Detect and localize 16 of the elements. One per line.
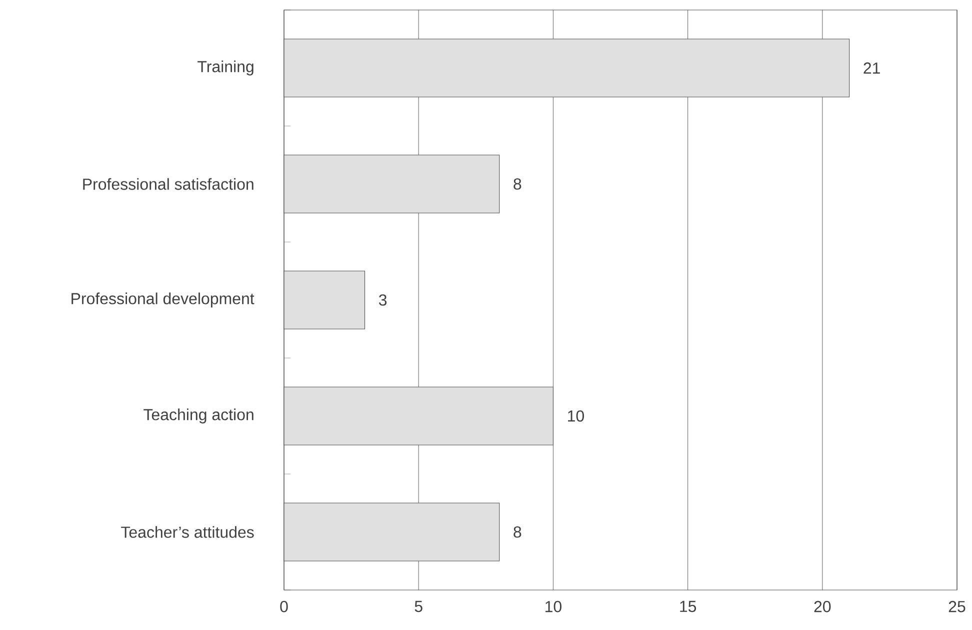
y-tick-label: Professional satisfaction (83, 178, 254, 190)
data-label: 21 (864, 62, 880, 74)
data-label: 8 (514, 178, 522, 190)
y-tick-label: Teacher’s attitudes (121, 526, 254, 538)
y-tick-label: Professional development (72, 292, 254, 308)
x-tick-label: 15 (680, 600, 696, 612)
x-tick-label: 5 (414, 600, 422, 612)
data-label: 10 (568, 410, 584, 422)
x-tick-label: 0 (280, 600, 288, 612)
y-tick-label: Teaching action (144, 408, 254, 424)
x-tick-label: 10 (546, 600, 562, 612)
x-tick-label: 25 (948, 600, 966, 612)
y-tick-label: Training (198, 60, 254, 76)
data-label: 3 (378, 294, 387, 306)
x-tick-label: 20 (814, 600, 831, 612)
data-label: 8 (514, 526, 522, 538)
